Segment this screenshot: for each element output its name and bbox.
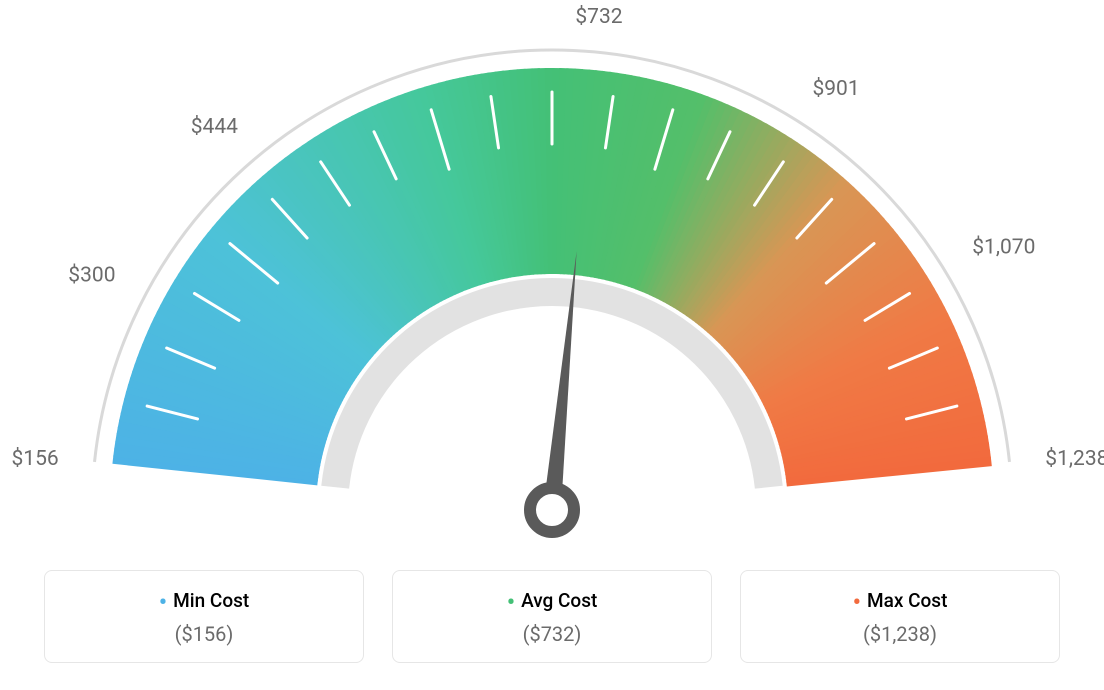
legend-card-min: •Min Cost ($156)	[44, 570, 364, 663]
gauge-scale-label: $444	[191, 115, 238, 139]
dot-icon: •	[853, 588, 861, 616]
gauge-scale-label: $901	[812, 77, 859, 101]
legend-min-value: ($156)	[55, 622, 353, 646]
gauge-needle-hub	[530, 488, 574, 532]
dot-icon: •	[507, 588, 515, 616]
gauge-scale-label: $732	[575, 5, 622, 29]
legend-card-max: •Max Cost ($1,238)	[740, 570, 1060, 663]
gauge-scale-label: $300	[68, 263, 115, 287]
legend-min-title-text: Min Cost	[173, 589, 249, 612]
gauge-scale-label: $156	[11, 447, 58, 471]
gauge-chart: $156 $300 $444 $732 $901 $1,070 $1,238	[0, 0, 1104, 560]
legend-min-title: •Min Cost	[55, 589, 353, 612]
legend-card-avg: •Avg Cost ($732)	[392, 570, 712, 663]
legend-max-title-text: Max Cost	[867, 589, 947, 612]
legend-max-title: •Max Cost	[751, 589, 1049, 612]
legend-max-value: ($1,238)	[751, 622, 1049, 646]
legend-avg-value: ($732)	[403, 622, 701, 646]
gauge-scale-label: $1,238	[1045, 447, 1104, 471]
legend-avg-title: •Avg Cost	[403, 589, 701, 612]
dot-icon: •	[159, 588, 167, 616]
gauge-svg: $156 $300 $444 $732 $901 $1,070 $1,238	[0, 0, 1104, 560]
legend-row: •Min Cost ($156) •Avg Cost ($732) •Max C…	[0, 570, 1104, 663]
gauge-scale-label: $1,070	[972, 236, 1035, 260]
legend-avg-title-text: Avg Cost	[521, 589, 597, 612]
